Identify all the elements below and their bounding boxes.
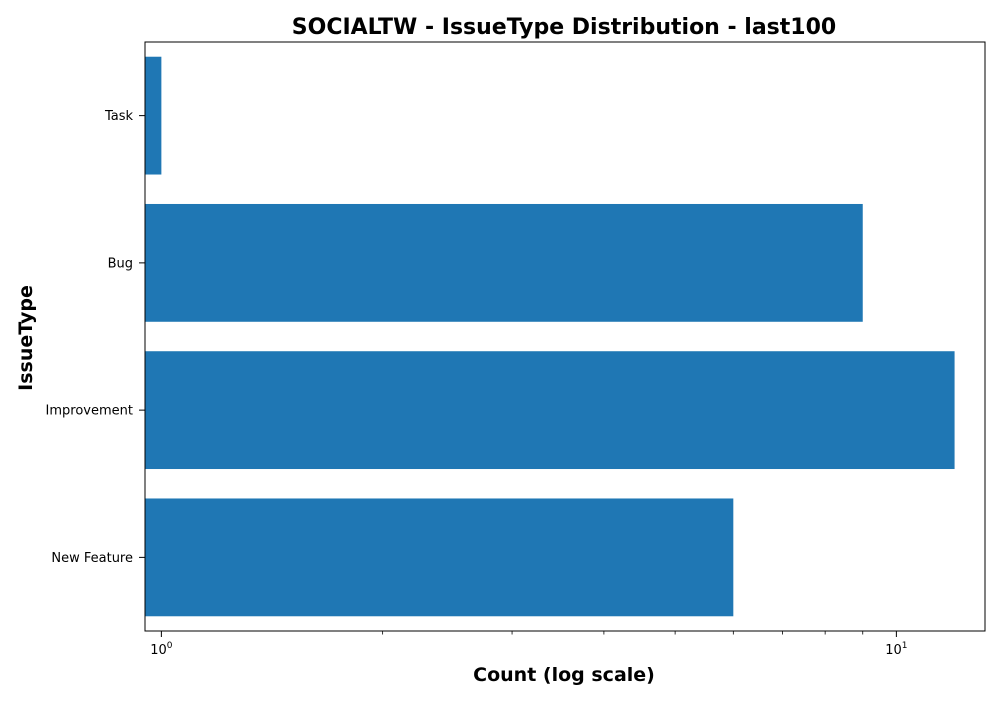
- bar-bug: [145, 203, 863, 322]
- axes-frame: [144, 41, 986, 632]
- x-tick-label: 100: [150, 641, 173, 658]
- x-tick-label: 101: [885, 641, 907, 658]
- bar-task: [145, 56, 162, 175]
- chart-title: SOCIALTW - IssueType Distribution - last…: [292, 15, 836, 40]
- bar-improvement: [145, 351, 955, 470]
- y-axis-label: IssueType: [15, 285, 37, 391]
- y-tick-label: Bug: [108, 256, 133, 271]
- y-tick-label: Task: [104, 109, 134, 124]
- bar-new-feature: [145, 498, 734, 617]
- y-tick-label: Improvement: [46, 404, 133, 419]
- x-axis-label: Count (log scale): [473, 664, 655, 686]
- plot-area: New Feature Improvement Bug Task 100 101: [46, 41, 986, 658]
- y-tick-label: New Feature: [51, 551, 133, 566]
